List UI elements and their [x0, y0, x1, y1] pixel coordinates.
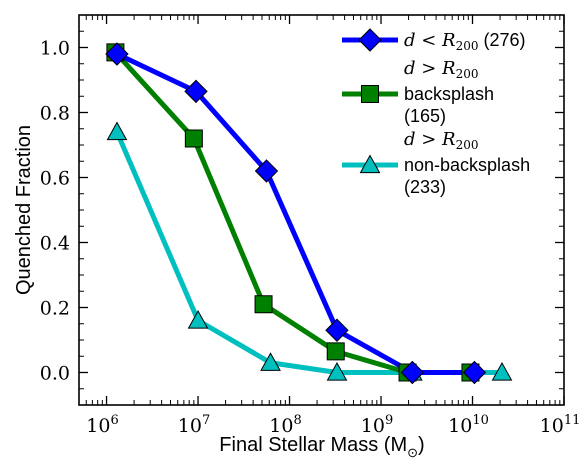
- data-point: [105, 42, 129, 66]
- legend-label: d < R200 (276): [404, 30, 526, 53]
- data-point: [184, 79, 208, 104]
- y-tick-label: 0.0: [40, 363, 70, 385]
- x-tick-label: 106: [86, 413, 118, 437]
- y-tick-label: 0.4: [40, 233, 70, 255]
- data-point: [326, 342, 345, 361]
- plot-frame: [78, 14, 565, 406]
- legend-label-math: d > R200: [404, 58, 479, 81]
- legend-label-text: non-backsplash: [404, 155, 530, 175]
- legend-label-text: backsplash: [404, 84, 494, 104]
- y-axis-label: Quenched Fraction: [13, 125, 35, 295]
- legend-label-text: (233): [404, 177, 446, 197]
- legend-label-text: (165): [404, 106, 446, 126]
- x-tick-label: 108: [269, 413, 301, 437]
- legend-marker: [361, 85, 379, 103]
- x-axis-label-main: Final Stellar Mass (M: [219, 434, 407, 456]
- x-axis-label-sub: ⊙: [407, 445, 418, 460]
- data-point: [462, 360, 487, 385]
- data-point: [325, 318, 349, 342]
- data-point: [106, 121, 128, 141]
- axes-group: 0.0 0.2 0.4 0.6 0.8 1.0 106 107 108 109 1010 1011: [40, 14, 581, 437]
- y-tick-label: 0.6: [40, 168, 70, 190]
- data-point: [254, 159, 279, 183]
- legend-marker: [359, 154, 381, 174]
- x-tick-label: 107: [178, 413, 210, 437]
- x-axis-label-close: ): [418, 434, 425, 456]
- x-tick-label: 109: [361, 413, 393, 437]
- x-tick-label: 1010: [448, 413, 489, 437]
- legend: d < R200 (276) d > R200 backsplash(165) d >…: [342, 28, 530, 197]
- series-group: [105, 42, 513, 385]
- y-tick-label: 0.2: [40, 298, 70, 320]
- data-point: [187, 309, 209, 329]
- data-point: [184, 129, 203, 148]
- data-point: [326, 361, 348, 381]
- y-tick-label: 0.8: [40, 103, 70, 125]
- legend-label-math: d > R200: [404, 129, 479, 152]
- data-point: [254, 295, 273, 314]
- x-tick-label: 1011: [540, 413, 581, 437]
- data-point: [260, 352, 281, 371]
- x-axis-label: Final Stellar Mass (M⊙): [219, 434, 424, 460]
- y-tick-label: 1.0: [40, 38, 70, 60]
- data-point: [400, 360, 425, 385]
- legend-marker: [358, 28, 382, 52]
- data-point: [491, 361, 513, 381]
